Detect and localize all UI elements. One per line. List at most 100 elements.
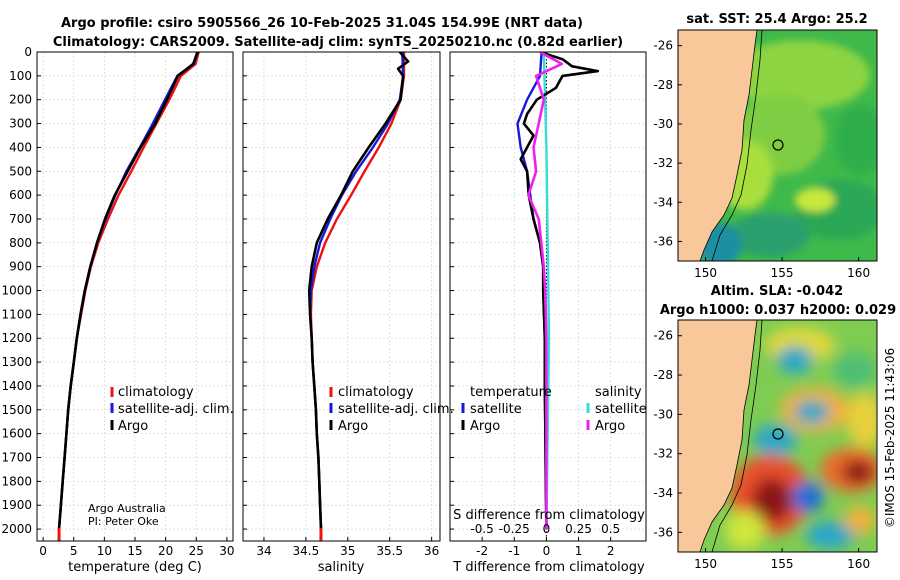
y-tick-label: 1800 [1,474,32,488]
x-tick-label: 2 [607,544,615,558]
y-tick-label: 1500 [1,403,32,417]
x-tick-label: 34.5 [293,544,320,558]
temperature-xlabel: temperature (deg C) [68,560,202,575]
sst-map [678,30,877,261]
x-tick-label: 5 [70,544,78,558]
salinity-panel-frame [242,51,441,542]
legend-label-t-argo: Argo [470,419,500,434]
legend-label-s-satellite: satellite [595,402,647,417]
x-tick-label: 35.5 [376,544,403,558]
y-tick-label: 1900 [1,498,32,512]
series-line-argo [307,52,410,530]
lon-tick-label: 150 [694,557,717,571]
sla-map-title: Altim. SLA: -0.042 [711,284,843,299]
y-tick-label: 0 [24,45,32,59]
s-tick-label: -0.5 [470,522,493,536]
lat-tick-label: -34 [653,486,673,500]
difference-lines [516,52,600,541]
x-tick-label: 1 [575,544,583,558]
legend-title-temperature: temperature [470,385,552,400]
x-tick-label: 20 [158,544,173,558]
temperature-ticks: 0100200300400500600700800900100011001200… [1,45,234,558]
legend-label-climatology: climatology [118,385,194,400]
lat-tick-label: -36 [653,234,673,248]
salinity-grid [243,51,440,541]
t-difference-xlabel: T difference from climatology [452,560,645,575]
argo-location-marker-sla [772,428,784,440]
legend-label-s-argo: Argo [595,419,625,434]
y-tick-label: 200 [9,93,32,107]
x-tick-label: 35 [340,544,355,558]
x-tick-label: 36 [424,544,439,558]
legend-label-satellite: satellite-adj. clim. [338,402,454,417]
s-tick-label: 0 [543,522,551,536]
legend-title-salinity: salinity [595,385,642,400]
figure-title-line2: Climatology: CARS2009. Satellite-adj cli… [53,35,623,50]
y-tick-label: 500 [9,164,32,178]
series-line-satellite-adj-clim- [57,52,199,530]
lon-tick-label: 155 [771,557,794,571]
land-mass [678,30,758,261]
y-tick-label: 1700 [1,451,32,465]
y-tick-label: 1300 [1,355,32,369]
credit-pi: PI: Peter Oke [88,515,159,528]
lon-tick-label: 160 [847,557,870,571]
s-tick-label: 0.25 [565,522,592,536]
y-tick-label: 1400 [1,379,32,393]
s-tick-label: 0.5 [601,522,620,536]
salinity-xlabel: salinity [318,560,365,575]
temperature-lines [57,52,200,541]
salinity-lines [307,52,410,541]
sla-map [678,320,877,552]
s-difference-xlabel: S difference from climatology [453,508,645,523]
y-tick-label: 900 [9,260,32,274]
x-tick-label: 0 [543,544,551,558]
difference-panel-frame [449,51,647,542]
series-line-temperature-argo [519,52,600,530]
y-tick-label: 1100 [1,307,32,321]
x-tick-label: 34 [256,544,271,558]
x-tick-label: 0 [39,544,47,558]
temperature-legend: climatology satellite-adj. clim. Argo [110,385,234,434]
y-tick-label: 800 [9,236,32,250]
lat-tick-label: -26 [653,329,673,343]
salinity-ticks: 34 34.5 35 35.5 36 [243,51,439,558]
y-tick-label: 300 [9,117,32,131]
x-tick-label: -1 [508,544,520,558]
lat-tick-label: -30 [653,407,673,421]
x-tick-label: -2 [476,544,488,558]
y-tick-label: 700 [9,212,32,226]
temperature-grid [37,51,233,541]
lat-tick-label: -32 [653,156,673,170]
y-tick-label: 600 [9,188,32,202]
y-tick-label: 2000 [1,522,32,536]
legend-label-argo: Argo [118,419,148,434]
y-tick-label: 1000 [1,284,32,298]
series-line-salinity-argo [527,52,564,530]
sla-map-ticks: -26 -28 -30 -32 -34 -36 150 155 160 [653,329,870,571]
sst-map-ticks: -26 -28 -30 -32 -34 -36 150 155 160 [653,39,870,280]
timestamp: ©IMOS 15-Feb-2025 11:43:06 [883,348,897,528]
legend-label-argo: Argo [338,419,368,434]
x-tick-label: 25 [189,544,204,558]
s-tick-label: -0.25 [499,522,530,536]
lat-tick-label: -30 [653,117,673,131]
legend-label-t-satellite: satellite [470,402,522,417]
salinity-legend: climatology satellite-adj. clim. Argo [329,385,454,434]
legend-label-climatology: climatology [338,385,414,400]
credit-organisation: Argo Australia [88,502,166,515]
argo-location-marker [772,139,784,151]
difference-ticks: -2 -1 0 1 2 -0.5 -0.25 0 0.25 0.5 [450,51,620,558]
x-tick-label: 15 [127,544,142,558]
x-tick-label: 30 [219,544,234,558]
y-tick-label: 1200 [1,331,32,345]
lat-tick-label: -26 [653,39,673,53]
lon-tick-label: 160 [847,266,870,280]
series-line-argo [57,52,199,530]
lat-tick-label: -32 [653,447,673,461]
y-tick-label: 1600 [1,427,32,441]
lat-tick-label: -28 [653,368,673,382]
y-tick-label: 100 [9,69,32,83]
lon-tick-label: 155 [771,266,794,280]
